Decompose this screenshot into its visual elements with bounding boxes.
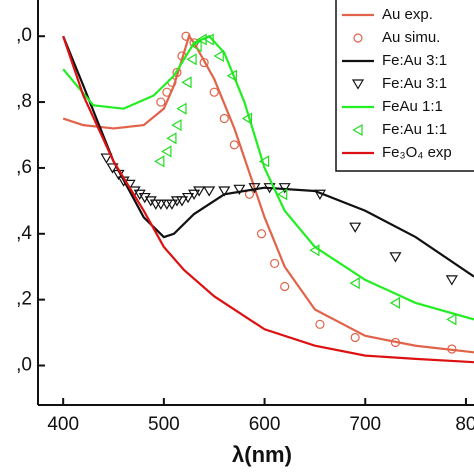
data-point	[154, 155, 165, 168]
data-point	[199, 57, 209, 68]
legend-box	[335, 0, 474, 172]
data-point	[186, 53, 197, 66]
legend-label: FeAu 1:1	[382, 98, 443, 115]
y-tick-label: ,6	[16, 157, 32, 178]
data-point	[144, 196, 157, 207]
data-point	[213, 49, 224, 63]
legend-swatch	[353, 33, 363, 43]
data-point	[280, 281, 290, 292]
data-point	[226, 69, 237, 82]
data-point	[133, 189, 146, 200]
x-tick-label: 600	[249, 414, 281, 435]
data-point	[161, 145, 172, 158]
data-point	[171, 119, 182, 132]
data-point	[193, 186, 206, 197]
y-tick-label: ,0	[16, 355, 32, 376]
data-point	[181, 76, 192, 89]
data-point	[309, 244, 320, 257]
data-point	[154, 199, 167, 210]
data-point	[191, 40, 202, 53]
x-axis-label: λ(nm)	[232, 442, 292, 467]
legend-swatch	[351, 79, 365, 90]
data-point	[315, 319, 325, 329]
y-tick-label: ,2	[16, 289, 32, 310]
data-point	[241, 112, 253, 125]
legend-label: Fe:Au 3:1	[382, 75, 447, 92]
data-point	[349, 222, 362, 233]
data-point	[138, 192, 151, 204]
data-point	[172, 67, 182, 78]
data-line	[62, 34, 474, 321]
data-point	[196, 33, 207, 46]
x-tick-label: 700	[349, 414, 381, 435]
data-point	[156, 97, 166, 107]
data-point	[447, 344, 457, 354]
legend-label: Fe:Au 3:1	[382, 52, 447, 69]
data-point	[256, 229, 267, 239]
data-point	[203, 33, 214, 46]
data-point	[203, 186, 216, 197]
y-tick-label: ,8	[16, 91, 32, 112]
data-point	[277, 188, 288, 201]
data-point	[175, 196, 189, 207]
data-point	[446, 313, 457, 326]
data-point	[100, 153, 113, 164]
legend-label: Fe:Au 1:1	[382, 121, 447, 138]
data-point	[350, 332, 360, 343]
data-point	[233, 184, 246, 196]
data-line	[62, 35, 474, 364]
y-tick-label: ,0	[16, 25, 32, 46]
legend-label: Au simu.	[382, 29, 440, 46]
data-point	[349, 277, 360, 290]
data-point	[165, 199, 178, 210]
data-point	[188, 189, 201, 200]
data-point	[176, 102, 187, 115]
data-point	[218, 186, 231, 197]
x-tick-label: 400	[47, 414, 79, 435]
data-point	[390, 337, 401, 348]
legend-swatch	[352, 123, 363, 137]
data-point	[270, 258, 280, 269]
x-tick-label: 80	[455, 414, 474, 435]
data-point	[278, 183, 291, 194]
data-point	[149, 199, 162, 210]
data-point	[263, 183, 276, 194]
x-tick-label: 500	[148, 414, 180, 435]
data-point	[229, 140, 239, 150]
data-point	[181, 31, 191, 41]
data-point	[162, 87, 172, 97]
legend-label: Au exp.	[382, 6, 433, 23]
data-point	[258, 155, 270, 168]
data-point	[209, 87, 219, 97]
data-point	[313, 189, 326, 200]
legend-label: Fe₃O₄ exp	[382, 144, 452, 161]
data-point	[248, 183, 261, 194]
data-point	[106, 163, 119, 174]
y-tick-label: ,4	[16, 223, 32, 244]
data-point	[389, 252, 402, 263]
data-point	[166, 132, 177, 145]
data-point	[445, 275, 458, 286]
data-point	[219, 113, 229, 124]
data-point	[181, 192, 195, 204]
data-point	[389, 296, 401, 309]
